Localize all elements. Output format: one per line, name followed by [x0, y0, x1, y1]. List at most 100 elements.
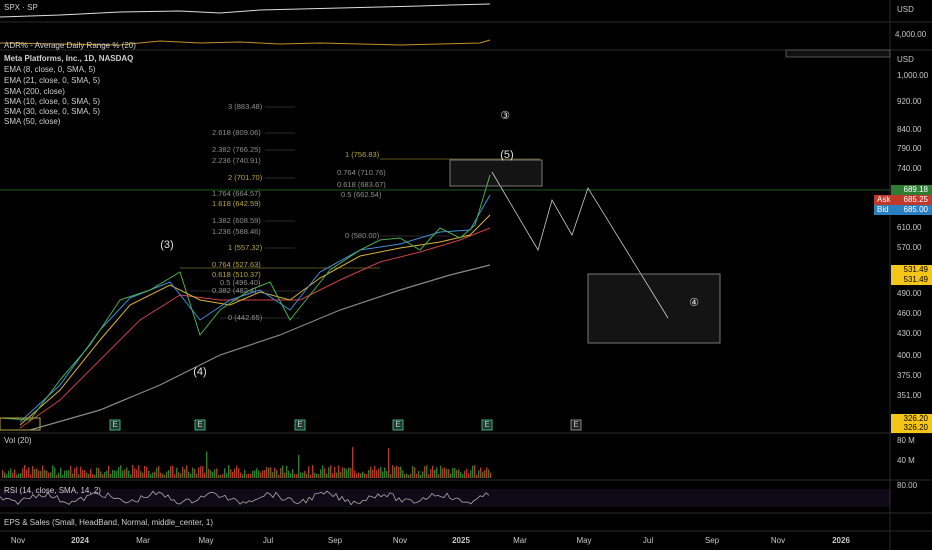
price-level: 740.00 [897, 164, 922, 173]
volume-bar [310, 474, 312, 478]
volume-bar [376, 470, 378, 478]
volume-bar [208, 468, 210, 478]
volume-bar [272, 472, 274, 478]
volume-bar [358, 472, 360, 478]
volume-bar [52, 465, 54, 478]
volume-bar [210, 470, 212, 478]
volume-bar [46, 470, 48, 478]
volume-bar [312, 465, 314, 478]
volume-bar [240, 472, 242, 478]
volume-bar [230, 469, 232, 478]
level-tag [891, 265, 932, 285]
volume-bar [286, 465, 288, 478]
volume-bar [196, 473, 198, 478]
volume-bar [36, 468, 38, 478]
fib-label: 0 (580.00) [345, 231, 380, 240]
time-label: Jul [643, 536, 653, 545]
volume-bar [66, 470, 68, 478]
price-level: 790.00 [897, 144, 922, 153]
fib-label: 0.5 (496.40) [220, 278, 261, 287]
volume-bar [282, 465, 284, 478]
volume-bar [426, 465, 428, 478]
volume-bar [482, 472, 484, 478]
volume-bar [258, 470, 260, 478]
legend: ADR% - Average Daily Range % (20) [4, 41, 136, 50]
time-label: Sep [328, 536, 343, 545]
volume-bar [372, 469, 374, 478]
volume-bar [394, 467, 396, 478]
price-level: 920.00 [897, 97, 922, 106]
volume-bar [116, 470, 118, 478]
volume-bar [222, 474, 224, 478]
volume-bar [60, 467, 62, 478]
volume-bar [130, 474, 132, 478]
volume-bar [350, 468, 352, 478]
currency: USD [897, 55, 914, 64]
legend: Vol (20) [4, 436, 32, 445]
legend: EPS & Sales (Small, HeadBand, Normal, mi… [4, 518, 213, 527]
volume-bar [16, 474, 18, 478]
last-price-tag [891, 185, 932, 195]
volume-bar [96, 467, 98, 478]
legend: EMA (8, close, 0, SMA, 5) [4, 65, 96, 74]
price-level: 375.00 [897, 371, 922, 380]
volume-bar [76, 466, 78, 478]
volume-bar [138, 465, 140, 478]
volume-bar [180, 473, 182, 478]
volume-bar [366, 474, 368, 478]
price-level: 430.00 [897, 329, 922, 338]
projection-path [491, 171, 669, 319]
price [0, 174, 491, 421]
volume-bar [2, 470, 4, 478]
volume-bar [154, 471, 156, 478]
volume-bar [326, 473, 328, 478]
volume-bar [94, 474, 96, 478]
earnings-markers: E E E E E E [109, 419, 582, 431]
volume-bar [48, 472, 50, 478]
volume-bar [20, 473, 22, 478]
volume-bar [34, 468, 36, 478]
volume-bar [88, 473, 90, 478]
volume-bar [38, 470, 40, 478]
volume-bar [184, 469, 186, 478]
volume-bar [464, 470, 466, 478]
volume-bar [224, 468, 226, 478]
fib-label: 2.382 (766.25) [212, 145, 261, 154]
volume-bar [406, 473, 408, 478]
volume-bar [90, 468, 92, 478]
volume-bar [298, 454, 300, 478]
volume-bar [398, 467, 400, 478]
volume-bar [320, 469, 322, 478]
volume-bar [420, 474, 422, 478]
earnings-marker: E [395, 420, 400, 429]
target-box [587, 273, 721, 344]
volume-bar [200, 466, 202, 478]
volume-bar [386, 471, 388, 478]
volume-bar [254, 470, 256, 478]
rsi-line [0, 490, 490, 506]
volume-bar [70, 466, 72, 478]
time-label: Nov [11, 536, 25, 545]
volume-bar [296, 474, 298, 478]
volume-bar [460, 472, 462, 478]
wave-label: ③ [500, 110, 510, 122]
volume-bar [68, 470, 70, 478]
volume-bar [134, 468, 136, 478]
volume-bar [234, 468, 236, 478]
volume-bar [378, 468, 380, 478]
volume-bar [228, 465, 230, 478]
volume-bar [364, 473, 366, 478]
volume-bar [190, 473, 192, 478]
volume-bar [370, 466, 372, 478]
volume-bar [456, 469, 458, 478]
volume-bar [166, 471, 168, 478]
volume-bar [404, 474, 406, 478]
volume-bar [428, 474, 430, 478]
level-tag [891, 414, 932, 433]
volume-bar [274, 467, 276, 478]
volume-bar [106, 470, 108, 478]
price-level: 840.00 [897, 125, 922, 134]
fib-label: 0.764 (710.76) [337, 168, 386, 177]
volume-bar [322, 465, 324, 478]
legend: SMA (200, close) [4, 87, 65, 96]
